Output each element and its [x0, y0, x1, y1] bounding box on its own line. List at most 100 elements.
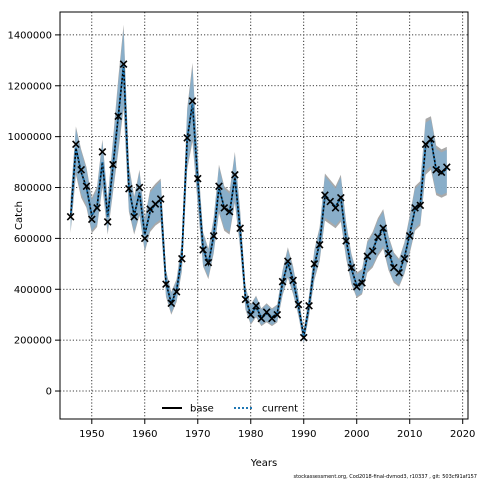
observed-point	[246, 310, 255, 319]
legend-label-current: current	[262, 404, 298, 415]
x-tick-label: 2000	[344, 429, 369, 440]
observed-point	[178, 254, 186, 263]
observed-point-stroke	[77, 165, 86, 174]
observed-point	[294, 300, 303, 309]
observed-point-stroke	[352, 282, 361, 291]
observed-points	[66, 60, 451, 342]
observed-point-stroke	[167, 299, 176, 308]
observed-point-stroke	[374, 233, 382, 241]
observed-point	[342, 237, 350, 245]
observed-point	[188, 97, 197, 105]
x-tick-label: 1960	[132, 429, 157, 440]
observed-point-stroke	[262, 308, 271, 317]
y-tick-label: 200000	[14, 336, 52, 347]
series-line-current	[69, 65, 448, 337]
observed-point-stroke	[405, 231, 414, 240]
observed-point-stroke	[246, 310, 255, 319]
observed-point	[167, 299, 176, 308]
observed-point-stroke	[225, 207, 234, 216]
observed-point	[257, 314, 266, 323]
observed-point-stroke	[172, 287, 181, 296]
observed-point	[411, 204, 419, 212]
observed-point	[278, 277, 287, 286]
observed-point	[82, 182, 91, 191]
observed-point-stroke	[384, 249, 393, 258]
observed-point-stroke	[432, 165, 441, 174]
observed-point-stroke	[130, 212, 139, 221]
observed-point-stroke	[66, 212, 75, 221]
observed-point-stroke	[289, 276, 298, 285]
observed-point	[114, 112, 123, 121]
observed-point	[209, 231, 218, 240]
observed-point-stroke	[321, 191, 329, 200]
observed-point-stroke	[230, 170, 239, 179]
observed-point	[241, 295, 250, 304]
observed-point-stroke	[252, 301, 260, 310]
observed-point	[156, 195, 165, 203]
x-tick-label: 2020	[450, 429, 475, 440]
series-line-base	[69, 65, 448, 337]
observed-point	[193, 174, 202, 183]
observed-point-stroke	[98, 148, 107, 156]
observed-point	[352, 282, 361, 291]
observed-point-stroke	[273, 310, 282, 319]
observed-point	[109, 160, 117, 169]
observed-point-stroke	[209, 231, 218, 240]
legend: base current	[162, 404, 298, 415]
observed-point	[326, 197, 335, 206]
legend-label-base: base	[190, 404, 214, 415]
observed-point	[289, 276, 298, 285]
x-tick-label: 1970	[185, 429, 210, 440]
observed-point	[368, 247, 377, 255]
observed-point-stroke	[119, 60, 128, 69]
observed-point	[252, 301, 260, 310]
observed-point	[374, 233, 382, 241]
observed-point-stroke	[299, 333, 308, 342]
observed-point	[119, 60, 128, 69]
observed-point	[347, 263, 356, 272]
observed-point-stroke	[310, 259, 319, 268]
observed-point	[400, 254, 409, 263]
observed-point-stroke	[135, 183, 144, 192]
observed-point-stroke	[87, 215, 96, 224]
observed-point-stroke	[347, 263, 356, 272]
observed-point-stroke	[183, 134, 192, 142]
observed-point	[416, 201, 425, 210]
observed-point	[268, 314, 276, 323]
observed-point	[310, 259, 319, 268]
observed-point-stroke	[400, 254, 409, 263]
observed-point	[225, 207, 234, 216]
observed-point-stroke	[379, 224, 388, 233]
observed-point-stroke	[93, 204, 101, 212]
axes: 1950 1960 1970 1980 1990 2000 2010 2020 0 200000 4…	[7, 30, 475, 440]
observed-point-stroke	[109, 160, 117, 169]
observed-point	[204, 258, 213, 267]
observed-point-stroke	[204, 258, 213, 267]
observed-point-stroke	[125, 184, 133, 193]
observed-point-stroke	[331, 204, 340, 212]
observed-point	[321, 191, 329, 200]
series-lines	[69, 65, 448, 337]
observed-point-stroke	[326, 197, 335, 206]
x-tick-label: 1990	[291, 429, 316, 440]
y-tick-label: 800000	[14, 183, 52, 194]
observed-point	[93, 204, 101, 212]
x-tick-label: 1980	[238, 429, 263, 440]
x-tick-label: 2010	[397, 429, 422, 440]
observed-point	[125, 184, 133, 193]
observed-point	[140, 234, 149, 243]
observed-point	[273, 310, 282, 319]
observed-point-stroke	[278, 277, 287, 286]
observed-point	[230, 170, 239, 179]
observed-point-stroke	[72, 140, 80, 149]
y-tick-label: 400000	[14, 285, 52, 296]
observed-point	[172, 287, 181, 296]
observed-point-stroke	[358, 279, 366, 287]
y-tick-label: 1200000	[7, 81, 52, 92]
observed-point	[220, 204, 229, 212]
observed-point	[72, 140, 80, 149]
y-tick-label: 0	[46, 387, 52, 398]
observed-point-stroke	[156, 195, 165, 203]
observed-point-stroke	[368, 247, 377, 255]
observed-point-stroke	[342, 237, 350, 245]
